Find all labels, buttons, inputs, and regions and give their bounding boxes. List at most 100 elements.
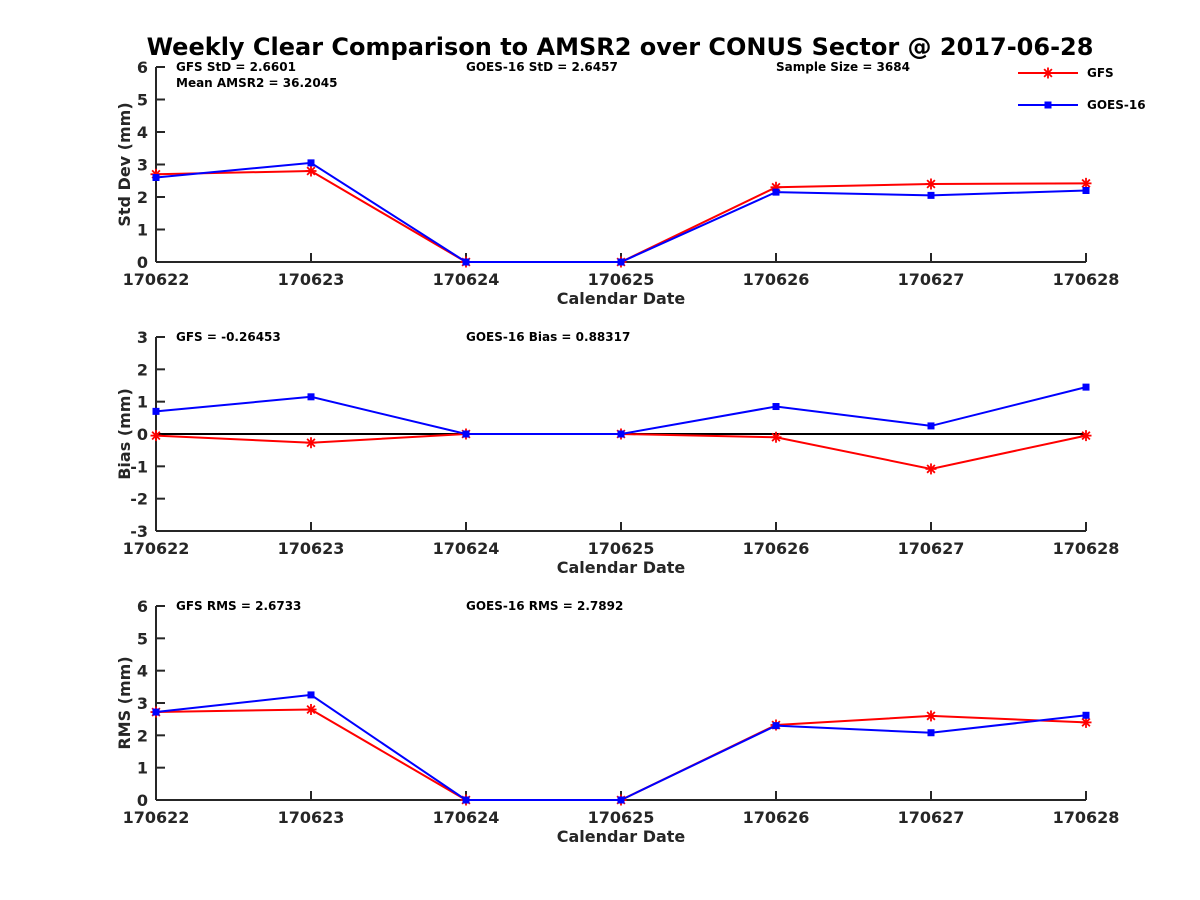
y-tick-label: 3 xyxy=(137,328,148,347)
x-tick-label: 170623 xyxy=(278,270,345,289)
y-tick-label: 4 xyxy=(137,662,148,681)
data-point xyxy=(925,463,937,475)
data-point xyxy=(927,422,935,430)
y-axis-label: RMS (mm) xyxy=(115,656,134,749)
panel-1: 170622 170623 170624 170625 170626 170627 1706… xyxy=(115,58,1119,308)
legend-entry: GOES-16 xyxy=(1018,98,1146,112)
x-tick-label: 170626 xyxy=(743,808,810,827)
y-tick-label: 1 xyxy=(137,759,148,778)
legend-marker xyxy=(1042,67,1054,79)
x-tick-label: 170622 xyxy=(123,270,190,289)
data-point xyxy=(152,407,160,415)
data-point xyxy=(925,178,937,190)
x-tick-label: 170624 xyxy=(433,270,500,289)
data-point xyxy=(772,188,780,196)
legend-marker xyxy=(1044,101,1052,109)
data-point xyxy=(307,159,315,167)
y-tick-label: 2 xyxy=(137,188,148,207)
y-tick-label: -3 xyxy=(130,522,148,541)
stat-annotation: Mean AMSR2 = 36.2045 xyxy=(176,76,337,90)
data-point xyxy=(1082,711,1090,719)
x-tick-label: 170627 xyxy=(898,539,965,558)
y-tick-label: 0 xyxy=(137,425,148,444)
stat-annotation: GFS StD = 2.6601 xyxy=(176,60,296,74)
y-tick-label: 6 xyxy=(137,58,148,77)
x-tick-label: 170628 xyxy=(1053,270,1120,289)
data-point xyxy=(150,430,162,442)
x-tick-label: 170626 xyxy=(743,539,810,558)
y-tick-label: 1 xyxy=(137,221,148,240)
x-tick-label: 170625 xyxy=(588,270,655,289)
x-axis-label: Calendar Date xyxy=(557,827,686,846)
y-axis-label: Std Dev (mm) xyxy=(115,102,134,226)
data-point xyxy=(1080,430,1092,442)
data-point xyxy=(307,393,315,401)
x-tick-label: 170622 xyxy=(123,539,190,558)
chart-title: Weekly Clear Comparison to AMSR2 over CO… xyxy=(147,33,1094,61)
series-goes-16 xyxy=(152,159,1090,266)
y-tick-label: 5 xyxy=(137,629,148,648)
data-point xyxy=(305,437,317,449)
y-tick-label: 6 xyxy=(137,597,148,616)
legend-label: GOES-16 xyxy=(1087,98,1146,112)
data-point xyxy=(1082,187,1090,194)
legend: GFS GOES-16 xyxy=(1018,66,1146,112)
stat-annotation: Sample Size = 3684 xyxy=(776,60,910,74)
data-point xyxy=(152,708,160,716)
x-tick-label: 170625 xyxy=(588,808,655,827)
data-point xyxy=(925,710,937,722)
x-axis-label: Calendar Date xyxy=(557,289,686,308)
x-tick-label: 170626 xyxy=(743,270,810,289)
y-tick-label: 2 xyxy=(137,726,148,745)
data-point xyxy=(770,431,782,443)
x-tick-label: 170628 xyxy=(1053,539,1120,558)
data-point xyxy=(617,796,625,804)
data-point xyxy=(305,165,317,177)
x-tick-label: 170624 xyxy=(433,539,500,558)
x-tick-label: 170627 xyxy=(898,808,965,827)
y-tick-label: 1 xyxy=(137,393,148,412)
stat-annotation: GFS = -0.26453 xyxy=(176,330,281,344)
data-point xyxy=(305,703,317,715)
panel-3: 170622 170623 170624 170625 170626 170627 1706… xyxy=(115,597,1119,846)
y-tick-label: -2 xyxy=(130,490,148,509)
y-tick-label: 2 xyxy=(137,360,148,379)
data-point xyxy=(462,430,470,438)
y-axis-label: Bias (mm) xyxy=(115,388,134,480)
stat-annotation: GOES-16 RMS = 2.7892 xyxy=(466,599,623,613)
y-tick-label: -1 xyxy=(130,457,148,476)
series-goes-16 xyxy=(152,691,1090,804)
data-point xyxy=(152,174,160,181)
x-axis-label: Calendar Date xyxy=(557,558,686,577)
data-point xyxy=(1080,177,1092,189)
y-tick-label: 5 xyxy=(137,91,148,110)
data-point xyxy=(772,722,780,730)
series-goes-16 xyxy=(152,383,1090,438)
y-tick-label: 0 xyxy=(137,791,148,810)
data-point xyxy=(927,191,935,199)
data-point xyxy=(617,430,625,438)
y-tick-label: 3 xyxy=(137,156,148,175)
y-tick-label: 3 xyxy=(137,694,148,713)
x-tick-label: 170627 xyxy=(898,270,965,289)
data-point xyxy=(927,729,935,737)
x-tick-label: 170624 xyxy=(433,808,500,827)
data-point xyxy=(772,403,780,411)
x-tick-label: 170622 xyxy=(123,808,190,827)
legend-entry: GFS xyxy=(1018,66,1114,80)
legend-label: GFS xyxy=(1087,66,1114,80)
stat-annotation: GFS RMS = 2.6733 xyxy=(176,599,301,613)
y-tick-label: 4 xyxy=(137,123,148,142)
x-tick-label: 170628 xyxy=(1053,808,1120,827)
panel-2: 170622 170623 170624 170625 170626 170627 1706… xyxy=(115,328,1119,577)
data-point xyxy=(307,691,315,699)
y-tick-label: 0 xyxy=(137,253,148,272)
data-point xyxy=(462,258,470,266)
stat-annotation: GOES-16 Bias = 0.88317 xyxy=(466,330,630,344)
data-point xyxy=(1082,383,1090,391)
data-point xyxy=(617,258,625,266)
stat-annotation: GOES-16 StD = 2.6457 xyxy=(466,60,618,74)
x-tick-label: 170623 xyxy=(278,539,345,558)
